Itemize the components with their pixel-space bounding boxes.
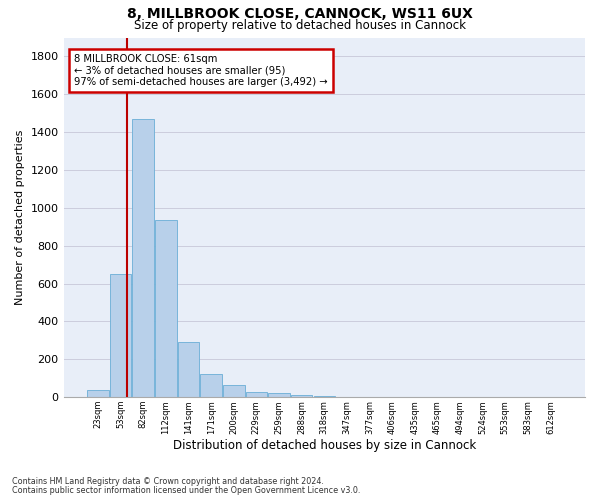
Bar xyxy=(133,119,154,397)
Text: Size of property relative to detached houses in Cannock: Size of property relative to detached ho… xyxy=(134,18,466,32)
Y-axis label: Number of detached properties: Number of detached properties xyxy=(15,130,25,305)
Bar xyxy=(178,342,199,397)
Bar xyxy=(268,394,290,397)
Bar xyxy=(314,396,335,397)
Bar xyxy=(155,220,176,397)
Bar xyxy=(87,390,109,397)
Bar xyxy=(110,274,131,397)
Text: Contains public sector information licensed under the Open Government Licence v3: Contains public sector information licen… xyxy=(12,486,361,495)
Bar xyxy=(245,392,267,397)
Text: 8, MILLBROOK CLOSE, CANNOCK, WS11 6UX: 8, MILLBROOK CLOSE, CANNOCK, WS11 6UX xyxy=(127,8,473,22)
Bar xyxy=(291,396,313,397)
Bar xyxy=(223,385,245,397)
X-axis label: Distribution of detached houses by size in Cannock: Distribution of detached houses by size … xyxy=(173,440,476,452)
Text: Contains HM Land Registry data © Crown copyright and database right 2024.: Contains HM Land Registry data © Crown c… xyxy=(12,477,324,486)
Text: 8 MILLBROOK CLOSE: 61sqm
← 3% of detached houses are smaller (95)
97% of semi-de: 8 MILLBROOK CLOSE: 61sqm ← 3% of detache… xyxy=(74,54,328,87)
Bar xyxy=(200,374,222,397)
